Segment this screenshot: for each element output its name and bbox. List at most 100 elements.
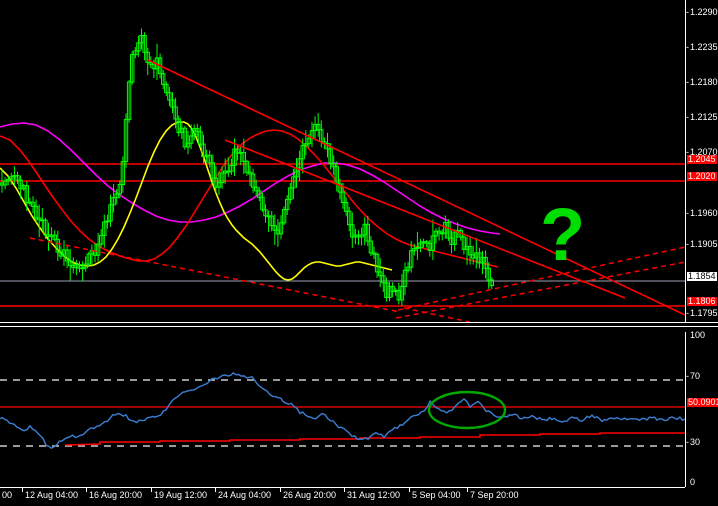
candle-body — [201, 143, 206, 158]
rsi-axis-tick-label: 0 — [690, 477, 696, 487]
candle-body — [235, 148, 240, 154]
trendline-descending-dashed-lower[interactable] — [403, 307, 471, 322]
candle-body — [316, 123, 321, 131]
candle-body — [430, 235, 436, 251]
x-axis-tick-label: 16 Aug 20:00 — [89, 490, 143, 500]
candle-body — [244, 160, 250, 173]
candle-body — [120, 161, 126, 186]
candle-body — [486, 267, 491, 281]
candle-body — [328, 148, 333, 165]
candle-body — [173, 106, 178, 120]
candle-body — [216, 182, 222, 188]
price-axis-tick: -1.2070 — [686, 147, 718, 157]
candle-body — [30, 201, 36, 207]
candle-body — [192, 128, 197, 137]
candle-body — [306, 137, 312, 145]
x-axis-tick-mark — [467, 488, 468, 492]
candle-body — [291, 176, 296, 189]
x-axis-tick-label: 12 Aug 04:00 — [25, 490, 79, 500]
candle-body — [126, 81, 132, 120]
candle-body — [198, 131, 203, 145]
candle-body — [365, 223, 371, 242]
x-axis-tick-label: 24 Aug 04:00 — [218, 490, 272, 500]
rsi-line — [0, 372, 685, 450]
candle-body — [161, 73, 166, 85]
price-axis-tick-label: 1.2235 — [690, 42, 718, 52]
rsi-annotation-layer — [427, 390, 507, 430]
candle-body — [263, 209, 268, 217]
candle-body — [123, 118, 129, 162]
candle-body — [111, 197, 116, 206]
rsi-axis[interactable]: 100 -70 -30 0 50.0901 — [685, 331, 718, 487]
candle-body — [185, 142, 191, 148]
price-chart-panel[interactable]: ? — [0, 0, 685, 322]
trendline-ascending-dashed-support[interactable] — [397, 246, 685, 311]
trendline-ascending-dashed-support-2[interactable] — [395, 261, 685, 319]
candle-body — [6, 178, 11, 182]
x-axis-tick-mark — [86, 488, 87, 492]
candle-body — [412, 247, 417, 252]
rsi-axis-tick-label: 30 — [690, 437, 701, 447]
candle-body — [55, 238, 60, 253]
candle-body — [164, 83, 169, 94]
rsi-axis-tick-label: 70 — [690, 371, 701, 381]
candle-body — [95, 243, 101, 256]
x-axis-tick-label: 31 Aug 12:00 — [347, 490, 401, 500]
price-level-label-1-1806[interactable]: 1.1806 — [687, 296, 717, 306]
candle-body — [229, 165, 234, 172]
candle-body — [33, 205, 39, 219]
price-level-label-1-2020[interactable]: 1.2020 — [687, 171, 717, 181]
trendline-descending-resistance-upper[interactable] — [147, 59, 685, 316]
candle-body — [374, 253, 380, 273]
candle-body — [64, 249, 70, 262]
price-axis-tick-label: 1.1795 — [690, 308, 718, 318]
price-axis-tick-label: 1.2125 — [690, 112, 718, 122]
panel-separator-top — [0, 322, 718, 323]
candle-body — [278, 222, 284, 235]
x-axis[interactable]: 00 12 Aug 04:00 16 Aug 20:00 19 Aug 12:00 24… — [0, 488, 718, 506]
candle-body — [467, 245, 473, 256]
rsi-plot — [0, 372, 685, 450]
candle-body — [446, 221, 451, 239]
candle-body — [461, 236, 467, 250]
price-level-label-1-2045[interactable]: 1.2045 — [687, 154, 717, 164]
rsi-indicator-panel[interactable] — [0, 332, 685, 487]
candle-body — [188, 135, 194, 144]
candle-body — [24, 185, 30, 203]
candle-body — [210, 162, 216, 179]
candle-body — [15, 175, 20, 181]
question-mark-annotation: ? — [540, 193, 586, 276]
candle-body — [130, 54, 135, 83]
candle-body — [272, 225, 278, 231]
candle-body — [136, 42, 141, 52]
price-axis[interactable]: -1.2290 -1.2235 -1.2180 -1.2125 -1.2070 -1.19… — [685, 0, 718, 322]
trendlines — [29, 59, 685, 322]
candle-body — [37, 217, 42, 221]
rsi-axis-tick: 100 — [686, 331, 705, 340]
x-axis-tick-mark — [151, 488, 152, 492]
rsi-current-value-label[interactable]: 50.0901 — [687, 398, 718, 407]
rsi-axis-tick: -30 — [686, 437, 701, 447]
price-axis-tick-label: 1.1960 — [690, 208, 718, 218]
trendline-descending-resistance-lower[interactable] — [224, 139, 626, 299]
candle-body — [254, 186, 259, 192]
candle-body — [68, 260, 73, 267]
candle-body — [142, 35, 147, 53]
candle-body — [433, 230, 439, 237]
candle-body — [399, 285, 405, 301]
x-axis-tick-label: 19 Aug 12:00 — [154, 490, 208, 500]
x-axis-tick-mark — [280, 488, 281, 492]
candle-body — [182, 127, 188, 148]
candle-body — [250, 173, 256, 188]
candle-body — [108, 204, 113, 222]
x-axis-tick-mark — [215, 488, 216, 492]
price-level-label-1-1854[interactable]: 1.1854 — [687, 271, 717, 281]
candle-body — [43, 219, 48, 236]
x-axis-tick-label: 26 Aug 20:00 — [283, 490, 337, 500]
rsi-highlight-ellipse — [427, 390, 507, 430]
trendline-descending-dashed-support[interactable] — [29, 237, 401, 313]
candle-body — [343, 202, 349, 212]
candle-body — [260, 196, 265, 211]
candle-body — [483, 256, 488, 269]
